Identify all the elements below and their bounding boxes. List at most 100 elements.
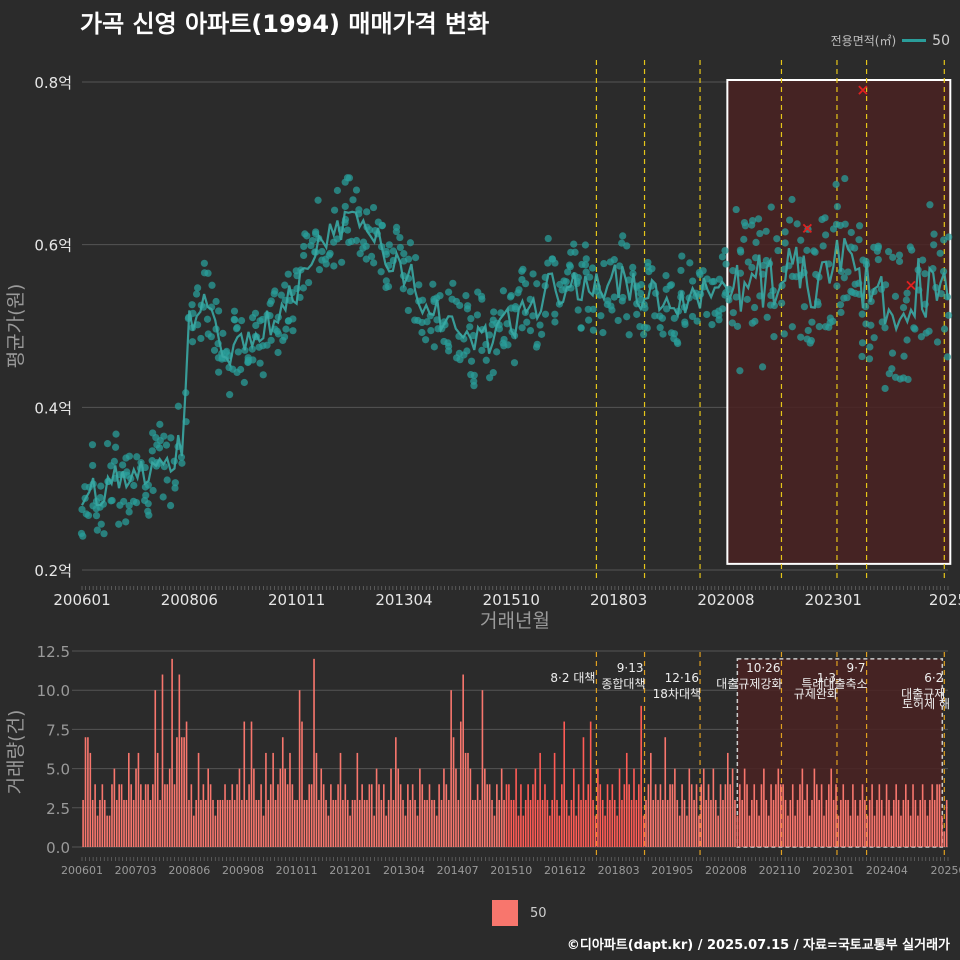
- data-point: [389, 247, 397, 255]
- volume-bar: [739, 784, 741, 847]
- data-point: [648, 265, 656, 273]
- data-point: [538, 330, 546, 338]
- volume-bar: [753, 784, 756, 847]
- data-point: [252, 321, 260, 330]
- volume-bar: [404, 815, 407, 847]
- data-point: [750, 303, 759, 312]
- data-point: [267, 336, 275, 344]
- x-tick-label-bottom: 202008: [705, 864, 747, 877]
- data-point: [303, 232, 311, 240]
- volume-bar: [411, 784, 414, 847]
- data-point: [444, 288, 453, 296]
- volume-bar: [758, 815, 760, 847]
- volume-bar: [746, 784, 748, 847]
- volume-bar: [895, 784, 897, 847]
- volume-bar: [568, 815, 570, 847]
- volume-bar: [618, 768, 621, 847]
- volume-bar: [82, 799, 84, 847]
- data-point: [511, 305, 520, 313]
- data-point: [800, 303, 809, 311]
- volume-bar: [192, 815, 195, 847]
- data-point: [729, 267, 737, 275]
- data-point: [370, 259, 378, 267]
- volume-bar: [108, 815, 111, 847]
- data-point: [748, 263, 756, 272]
- data-point: [574, 274, 582, 282]
- data-point: [891, 292, 900, 300]
- volume-bar: [726, 752, 729, 847]
- data-point: [900, 352, 908, 360]
- volume-bar: [611, 784, 614, 847]
- volume-bar: [635, 799, 638, 847]
- volume-bar: [815, 784, 818, 847]
- data-point: [300, 251, 308, 260]
- volume-bar: [741, 799, 744, 847]
- data-point: [930, 230, 938, 238]
- volume-bar: [907, 799, 910, 847]
- volume-bar: [426, 799, 428, 847]
- data-point: [867, 321, 875, 329]
- x-tick-label-bottom: 201201: [329, 864, 371, 877]
- data-point: [639, 330, 648, 339]
- volume-bar: [686, 815, 688, 847]
- policy-label-date: 9·7: [846, 661, 865, 675]
- data-point: [719, 305, 727, 313]
- data-point: [355, 206, 363, 214]
- x-tick-label-bottom: 201407: [437, 864, 479, 877]
- volume-bar: [253, 768, 255, 847]
- volume-bar: [527, 784, 529, 847]
- data-point: [855, 236, 863, 244]
- data-point: [478, 346, 486, 355]
- volume-bar: [447, 799, 450, 847]
- volume-bar: [289, 752, 291, 847]
- volume-bar: [173, 784, 176, 847]
- data-point: [363, 208, 371, 216]
- data-point: [463, 305, 472, 313]
- volume-bar: [260, 784, 262, 847]
- volume-bar: [243, 721, 246, 847]
- y-tick-label-bottom: 10.0: [37, 682, 70, 700]
- y-tick-label-top: 0.2억: [34, 562, 72, 580]
- volume-bar: [84, 737, 87, 847]
- data-point: [345, 174, 354, 182]
- volume-bar: [423, 799, 426, 847]
- data-point: [836, 301, 845, 309]
- volume-bar: [414, 799, 416, 847]
- volume-bar: [204, 799, 207, 847]
- volume-bar: [496, 784, 498, 847]
- data-point: [156, 420, 164, 428]
- data-point: [570, 240, 578, 248]
- volume-bar: [274, 799, 277, 847]
- x-tick-label-bottom: 201304: [383, 864, 425, 877]
- volume-bar: [315, 752, 318, 847]
- volume-bar: [828, 784, 830, 847]
- volume-bar: [835, 784, 837, 847]
- volume-bar: [710, 799, 712, 847]
- data-point: [162, 441, 171, 449]
- volume-bar: [734, 799, 736, 847]
- x-tick-label-bottom: 202404: [866, 864, 908, 877]
- volume-bar: [296, 799, 298, 847]
- data-point: [529, 270, 537, 278]
- volume-bar: [168, 768, 171, 847]
- volume-bar: [705, 799, 707, 847]
- volume-bar: [645, 799, 647, 847]
- data-point: [456, 301, 464, 310]
- volume-bar: [926, 815, 929, 847]
- data-point: [382, 277, 390, 285]
- data-point: [895, 257, 904, 266]
- volume-bar: [457, 799, 460, 847]
- volume-bar: [265, 752, 267, 847]
- data-point: [581, 261, 590, 269]
- data-point: [111, 443, 120, 451]
- data-point: [418, 328, 426, 337]
- volume-bar: [669, 784, 671, 847]
- volume-bar: [123, 799, 125, 847]
- data-point: [274, 348, 282, 357]
- x-tick-label-top: 202008: [697, 591, 754, 609]
- data-point: [519, 265, 527, 273]
- volume-bar: [621, 799, 623, 847]
- data-point: [936, 249, 944, 257]
- data-point: [536, 321, 544, 329]
- data-point: [722, 260, 730, 268]
